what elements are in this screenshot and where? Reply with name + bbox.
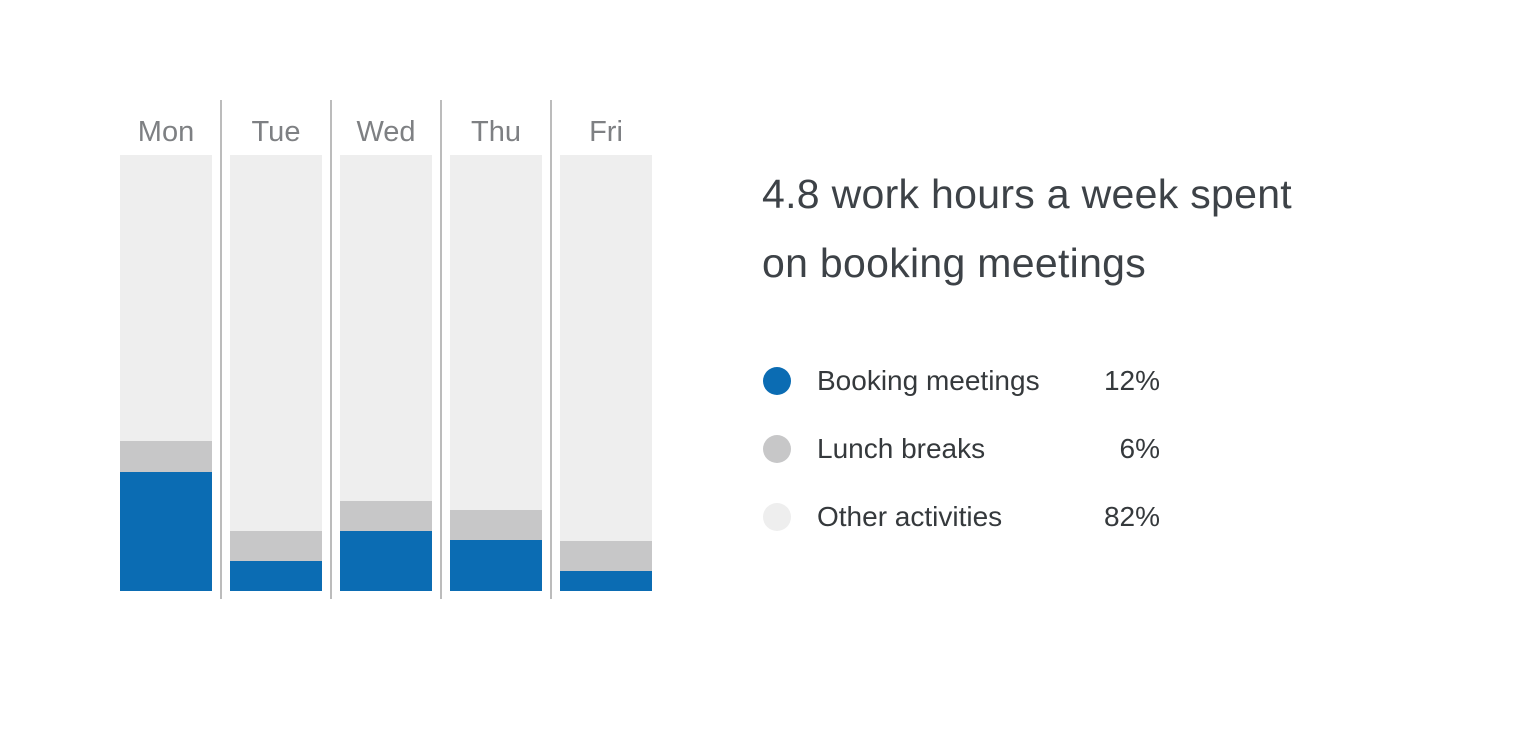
segment-booking-meetings — [340, 530, 432, 591]
segment-other-activities — [450, 155, 542, 510]
segment-lunch-breaks — [120, 440, 212, 472]
day-label: Tue — [251, 116, 301, 148]
column-divider — [220, 100, 222, 599]
column-divider — [440, 100, 442, 599]
chart-column-tue: Tue — [230, 100, 322, 591]
stacked-bar — [560, 155, 652, 591]
segment-other-activities — [230, 155, 322, 531]
legend-value: 12% — [1103, 365, 1160, 396]
chart-column-fri: Fri — [560, 100, 652, 591]
other-activities-swatch-icon — [763, 503, 791, 531]
lunch-breaks-swatch-icon — [763, 435, 791, 463]
segment-booking-meetings — [450, 539, 542, 591]
stacked-bar — [230, 155, 322, 591]
stacked-bar — [120, 155, 212, 591]
booking-meetings-swatch-icon — [763, 367, 791, 395]
legend-row-other-activities: Other activities 82% — [763, 501, 1160, 532]
chart-column-wed: Wed — [340, 100, 432, 591]
headline-line-1: 4.8 work hours a week spent — [762, 171, 1292, 217]
chart-column-mon: Mon — [120, 100, 212, 591]
segment-other-activities — [560, 155, 652, 541]
segment-lunch-breaks — [450, 509, 542, 540]
column-divider — [330, 100, 332, 599]
legend: Booking meetings 12% Lunch breaks 6% Oth… — [763, 365, 1160, 532]
stacked-bar — [450, 155, 542, 591]
headline-line-2: on booking meetings — [762, 240, 1147, 286]
segment-other-activities — [120, 155, 212, 441]
segment-lunch-breaks — [230, 530, 322, 561]
stacked-bar — [340, 155, 432, 591]
column-divider — [550, 100, 552, 599]
segment-booking-meetings — [560, 570, 652, 591]
weekly-activity-chart: Mon Tue Wed Thu Fri — [120, 100, 652, 599]
segment-booking-meetings — [230, 560, 322, 591]
segment-lunch-breaks — [340, 500, 432, 531]
legend-value: 6% — [1119, 433, 1160, 464]
legend-label: Lunch breaks — [817, 433, 986, 464]
segment-booking-meetings — [120, 471, 212, 591]
legend-label: Booking meetings — [817, 365, 1040, 396]
segment-other-activities — [340, 155, 432, 501]
segment-lunch-breaks — [560, 540, 652, 571]
legend-row-booking-meetings: Booking meetings 12% — [763, 365, 1160, 396]
chart-column-thu: Thu — [450, 100, 542, 591]
day-label: Mon — [137, 116, 195, 148]
day-label: Fri — [589, 116, 623, 148]
legend-label: Other activities — [817, 501, 1003, 532]
headline: 4.8 work hours a week spent on booking m… — [762, 160, 1382, 298]
day-label: Wed — [356, 116, 416, 148]
legend-value: 82% — [1103, 501, 1160, 532]
day-label: Thu — [471, 116, 521, 148]
legend-row-lunch-breaks: Lunch breaks 6% — [763, 433, 1160, 464]
